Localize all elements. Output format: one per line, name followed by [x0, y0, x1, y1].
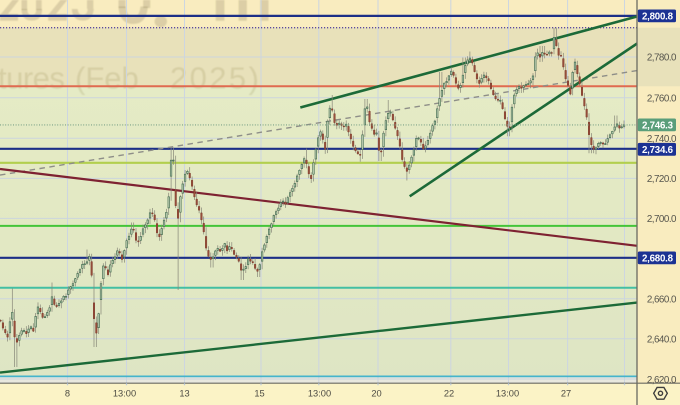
svg-text:2,660.0: 2,660.0 — [647, 294, 677, 305]
svg-text:13: 13 — [179, 388, 189, 398]
svg-text:2025): 2025) — [170, 61, 261, 96]
svg-text:13:00: 13:00 — [308, 388, 331, 398]
svg-text:2,760.0: 2,760.0 — [647, 93, 677, 104]
svg-text:2,780.0: 2,780.0 — [647, 53, 677, 64]
svg-text:tures: tures — [0, 61, 64, 96]
svg-text:2,720.0: 2,720.0 — [647, 174, 677, 185]
svg-text:27: 27 — [561, 388, 571, 398]
svg-text:15: 15 — [254, 388, 264, 398]
svg-text:2,680.8: 2,680.8 — [642, 254, 674, 265]
svg-text:2,640.0: 2,640.0 — [647, 334, 677, 345]
svg-text:8: 8 — [65, 388, 70, 398]
svg-text:2,740.0: 2,740.0 — [647, 134, 677, 145]
svg-text:13:00: 13:00 — [496, 388, 519, 398]
svg-text:2,800.8: 2,800.8 — [642, 12, 674, 23]
svg-text:2,700.0: 2,700.0 — [647, 214, 677, 225]
svg-text:2,746.3: 2,746.3 — [642, 121, 674, 132]
svg-text:22: 22 — [444, 388, 454, 398]
svg-text:2,734.6: 2,734.6 — [642, 145, 674, 156]
svg-text:13:00: 13:00 — [113, 388, 136, 398]
svg-text:20: 20 — [371, 388, 381, 398]
svg-text:(Feb: (Feb — [75, 61, 139, 96]
svg-text:2,620.0: 2,620.0 — [647, 375, 677, 386]
